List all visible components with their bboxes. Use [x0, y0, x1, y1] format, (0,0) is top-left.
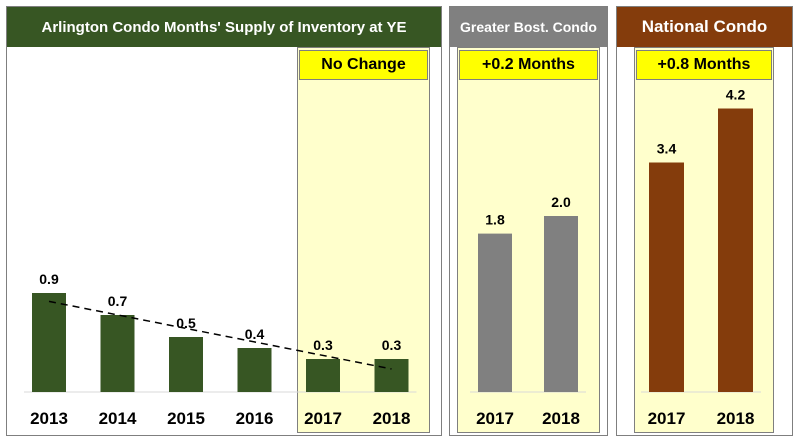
greater-boston-panel: Greater Bost. Condo +0.2 Months 1.8 2017 2…	[449, 6, 608, 436]
national-panel: National Condo +0.8 Months 3.4 2017 4.2 201…	[616, 6, 793, 436]
greater-boston-note: +0.2 Months	[459, 50, 598, 80]
data-label-2016: 0.4	[245, 326, 265, 342]
bar-2014	[100, 315, 135, 392]
tick-label-2017: 2017	[648, 409, 686, 428]
bar-2016	[237, 348, 272, 392]
data-label-2015: 0.5	[176, 315, 196, 331]
tick-label-2015: 2015	[167, 409, 205, 428]
data-label-2018: 0.3	[382, 337, 402, 353]
national-note-label: +0.8 Months	[657, 56, 751, 73]
tick-label-2018: 2018	[717, 409, 755, 428]
data-label-2017: 3.4	[657, 141, 677, 157]
tick-label-2018: 2018	[373, 409, 411, 428]
arlington-header: Arlington Condo Months' Supply of Invent…	[7, 7, 441, 47]
data-label-2018: 4.2	[726, 87, 746, 103]
bar-2017	[306, 359, 340, 392]
national-header: National Condo	[617, 7, 792, 47]
data-label-2017: 1.8	[485, 212, 505, 228]
data-label-2013: 0.9	[39, 271, 59, 287]
tick-label-2016: 2016	[236, 409, 274, 428]
arlington-note-label: No Change	[321, 56, 406, 73]
national-chart: 3.4 2017 4.2 2018	[641, 87, 761, 428]
bar-2017	[649, 162, 684, 392]
greater-boston-title: Greater Bost. Condo	[460, 19, 597, 35]
trendline	[48, 300, 392, 370]
data-label-2014: 0.7	[108, 293, 128, 309]
bar-2017	[478, 233, 512, 392]
tick-label-2017: 2017	[304, 409, 342, 428]
bar-2013	[32, 293, 66, 392]
data-label-2018: 2.0	[551, 194, 571, 210]
bar-2018	[374, 359, 409, 392]
greater-boston-header: Greater Bost. Condo	[450, 7, 607, 47]
national-title: National Condo	[641, 17, 768, 36]
tick-label-2017: 2017	[476, 409, 514, 428]
arlington-title: Arlington Condo Months' Supply of Invent…	[41, 18, 407, 36]
arlington-panel: Arlington Condo Months' Supply of Invent…	[6, 6, 442, 436]
bar-2015	[169, 337, 203, 392]
data-label-2017: 0.3	[313, 337, 333, 353]
national-note: +0.8 Months	[636, 50, 772, 80]
bar-2018	[718, 108, 753, 392]
tick-label-2018: 2018	[542, 409, 580, 428]
arlington-chart: 0.9 2013 0.7 2014 0.5 2015 0.4 2016 0.3 2017 0.3 20…	[24, 271, 417, 428]
tick-label-2014: 2014	[99, 409, 137, 428]
tick-label-2013: 2013	[30, 409, 68, 428]
greater-boston-chart: 1.8 2017 2.0 2018	[470, 194, 586, 428]
bar-2018	[544, 216, 578, 392]
arlington-note: No Change	[299, 50, 428, 80]
greater-boston-note-label: +0.2 Months	[482, 56, 575, 73]
